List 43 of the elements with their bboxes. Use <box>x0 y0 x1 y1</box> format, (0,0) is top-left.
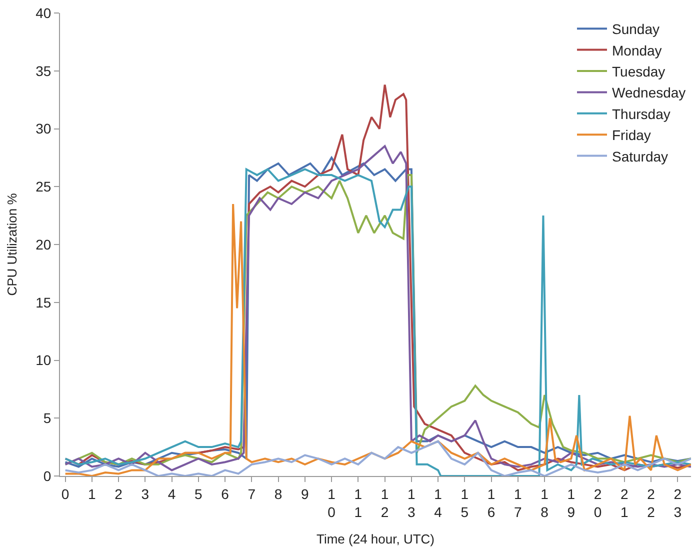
legend-label: Tuesday <box>612 63 666 80</box>
x-tick-label: 2 2 <box>647 486 656 520</box>
y-axis-title: CPU Utilization % <box>4 192 20 296</box>
x-tick-label: 2 1 <box>620 486 629 520</box>
x-tick-label: 1 <box>88 486 96 502</box>
legend-label: Saturday <box>612 148 668 164</box>
legend-label: Monday <box>612 42 662 58</box>
y-tick-label: 40 <box>36 4 52 21</box>
legend-label: Thursday <box>612 106 670 122</box>
legend-label: Wednesday <box>612 84 686 101</box>
x-tick-label: 2 3 <box>674 486 682 520</box>
x-tick-label: 1 3 <box>408 486 416 520</box>
x-axis-title: Time (24 hour, UTC) <box>316 532 434 547</box>
legend-label: Sunday <box>612 21 660 38</box>
legend-label: Friday <box>612 127 651 144</box>
y-tick-label: 5 <box>43 410 52 426</box>
y-tick-label: 15 <box>36 294 52 310</box>
y-tick-label: 20 <box>36 236 52 252</box>
x-tick-label: 1 7 <box>514 486 522 520</box>
x-tick-label: 2 0 <box>594 486 602 520</box>
x-tick-label: 1 9 <box>567 486 576 520</box>
x-tick-label: 5 <box>194 486 203 502</box>
x-tick-label: 9 <box>301 486 310 502</box>
x-tick-label: 6 <box>221 486 230 502</box>
x-tick-label: 1 6 <box>487 486 496 520</box>
y-tick-label: 30 <box>36 120 52 137</box>
x-tick-label: 3 <box>141 486 150 502</box>
y-tick-label: 35 <box>36 62 52 79</box>
x-tick-label: 0 <box>61 486 70 502</box>
line-series <box>64 440 691 476</box>
x-tick-label: 2 <box>114 486 123 502</box>
y-tick-label: 25 <box>36 178 52 195</box>
x-tick-label: 1 8 <box>540 486 549 520</box>
x-tick-label: 1 1 <box>354 486 362 520</box>
x-tick-label: 7 <box>248 486 256 502</box>
x-tick-label: 1 4 <box>434 486 442 520</box>
x-tick-label: 4 <box>168 486 176 502</box>
x-tick-label: 1 2 <box>380 486 389 520</box>
y-tick-label: 10 <box>36 352 52 368</box>
y-tick-label: 0 <box>43 468 52 484</box>
x-tick-label: 8 <box>274 486 282 502</box>
x-tick-label: 1 5 <box>460 486 469 520</box>
x-tick-label: 1 0 <box>328 486 336 520</box>
